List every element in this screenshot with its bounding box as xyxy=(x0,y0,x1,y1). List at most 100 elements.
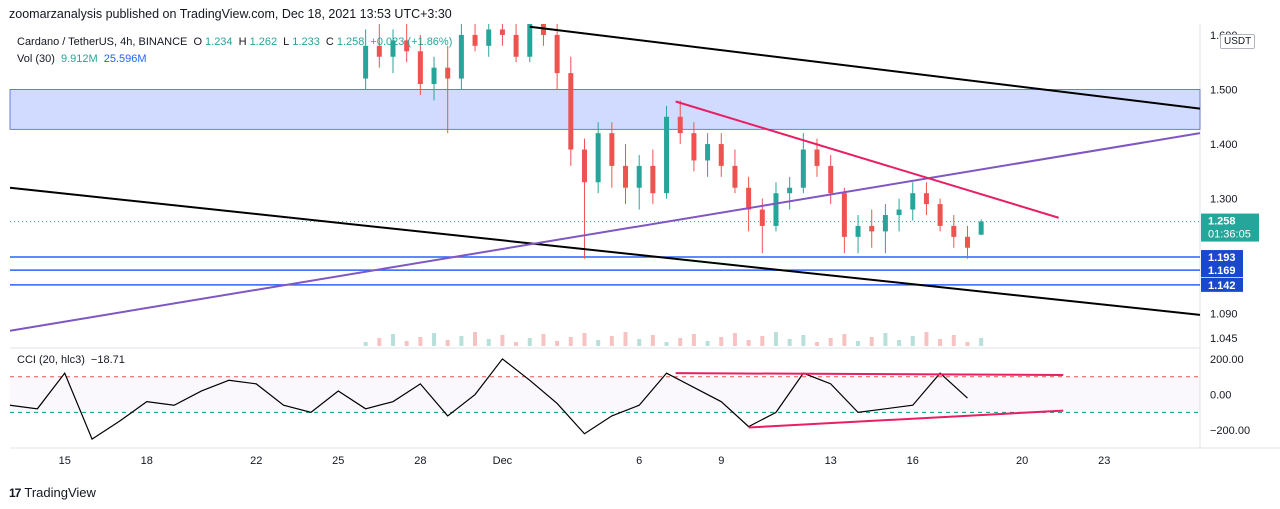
volume-bar xyxy=(979,338,984,346)
candle-body xyxy=(937,204,943,226)
candle-body xyxy=(664,116,670,194)
cci-pane xyxy=(9,358,1200,440)
bar-countdown-label: 01:36:05 xyxy=(1208,229,1251,241)
trendline-purple[interactable] xyxy=(9,132,1201,332)
volume-bar xyxy=(500,335,505,346)
volume-bar xyxy=(883,333,888,346)
time-tick-label: Dec xyxy=(493,455,513,467)
candle-body xyxy=(431,67,437,85)
footer-brand[interactable]: 17 TradingView xyxy=(9,485,96,500)
price-chart-svg[interactable]: 1.1931.1691.1421.6001.5001.4001.3001.090… xyxy=(0,18,1280,484)
time-tick-label: 22 xyxy=(250,455,262,467)
symbol-name[interactable]: Cardano / TetherUS, 4h, BINANCE xyxy=(17,36,188,48)
price-tick-label: 1.400 xyxy=(1210,139,1238,151)
volume-legend: Vol (30) 9.912M 25.596M xyxy=(17,53,150,65)
time-tick-label: 20 xyxy=(1016,455,1028,467)
level-price-tag xyxy=(1201,277,1243,292)
candle-body xyxy=(623,165,629,188)
trendline-black-upper[interactable] xyxy=(529,25,1201,110)
volume-bar xyxy=(869,337,874,346)
cci-band xyxy=(10,376,1200,413)
last-price-label: 1.258 xyxy=(1208,216,1236,228)
open-value: 1.234 xyxy=(205,36,233,48)
volume-bar xyxy=(842,334,847,346)
volume-bar xyxy=(418,337,423,346)
volume-bar xyxy=(773,332,778,346)
candle-body xyxy=(677,116,683,134)
cci-divergence-line[interactable] xyxy=(675,372,1064,376)
volume-bar xyxy=(514,342,519,346)
time-tick-label: 15 xyxy=(59,455,71,467)
level-price-tag xyxy=(1201,263,1243,278)
candle-body xyxy=(828,165,834,194)
volume-value: 9.912M xyxy=(60,53,98,65)
time-tick-label: 6 xyxy=(636,455,642,467)
tradingview-logo-icon: 17 xyxy=(9,485,21,500)
candle-body xyxy=(390,40,396,57)
candle-body xyxy=(705,144,711,161)
volume-bar xyxy=(404,341,409,346)
cci-divergence-line[interactable] xyxy=(748,409,1064,429)
time-tick-label: 18 xyxy=(141,455,153,467)
time-tick-label: 23 xyxy=(1098,455,1110,467)
level-price-label: 1.193 xyxy=(1208,252,1236,264)
candle-body xyxy=(554,34,560,74)
volume-bar xyxy=(815,342,820,346)
time-axis[interactable]: 15 18 22 25 28 Dec 6 9 13 16 20 23 xyxy=(59,455,1111,467)
cci-legend: CCI (20, hlc3) −18.71 xyxy=(17,354,128,366)
candle-body xyxy=(417,51,423,85)
candle-body xyxy=(527,24,533,57)
cci-line xyxy=(9,358,968,440)
trendline-pink[interactable] xyxy=(675,100,1059,219)
candle-body xyxy=(800,149,806,188)
candles xyxy=(363,18,984,259)
close-label: C xyxy=(325,36,334,48)
trendline-black-lower[interactable] xyxy=(9,186,1201,316)
volume-bar xyxy=(390,334,395,346)
volume-bar xyxy=(678,338,683,346)
volume-bar xyxy=(473,332,478,346)
cci-tick-label: 200.00 xyxy=(1210,354,1244,366)
supply-zone-rect[interactable] xyxy=(9,89,1201,130)
volume-label[interactable]: Vol (30) xyxy=(17,53,55,65)
horizontal-levels xyxy=(10,221,1200,286)
chart-area[interactable]: 1.1931.1691.1421.6001.5001.4001.3001.090… xyxy=(0,18,1280,484)
price-tick-label: 1.090 xyxy=(1210,308,1238,320)
candle-body xyxy=(595,133,601,183)
candle-body xyxy=(581,149,587,183)
volume-bar xyxy=(664,342,669,346)
volume-bars xyxy=(363,332,984,346)
volume-bar xyxy=(787,339,792,346)
volume-bar xyxy=(568,337,573,346)
trendlines[interactable] xyxy=(9,25,1201,332)
candle-body xyxy=(472,34,478,46)
time-tick-label: 16 xyxy=(907,455,919,467)
open-label: O xyxy=(193,36,203,48)
candle-body xyxy=(445,67,451,79)
candle-body xyxy=(896,209,902,216)
volume-bar xyxy=(691,334,696,346)
volume-bar xyxy=(746,340,751,346)
cci-value: −18.71 xyxy=(90,354,125,366)
volume-bar xyxy=(637,339,642,346)
volume-bar xyxy=(760,336,765,346)
volume-bar xyxy=(732,333,737,346)
volume-bar xyxy=(609,336,614,346)
level-price-label: 1.142 xyxy=(1208,280,1236,292)
cci-label[interactable]: CCI (20, hlc3) xyxy=(17,354,85,366)
price-axis[interactable]: 1.1931.1691.1421.6001.5001.4001.3001.090… xyxy=(1201,30,1259,437)
time-tick-label: 9 xyxy=(718,455,724,467)
candle-body xyxy=(978,221,984,235)
candle-body xyxy=(540,24,546,35)
volume-bar xyxy=(527,338,532,346)
volume-bar xyxy=(801,335,806,346)
candle-body xyxy=(964,236,970,248)
candle-body xyxy=(814,149,820,166)
time-tick-label: 13 xyxy=(825,455,837,467)
symbol-legend: Cardano / TetherUS, 4h, BINANCE O 1.234 H… xyxy=(17,36,455,48)
candle-body xyxy=(636,165,642,188)
volume-ma-value: 25.596M xyxy=(103,53,147,65)
candle-body xyxy=(499,29,505,35)
candle-body xyxy=(513,34,519,57)
currency-badge[interactable]: USDT xyxy=(1220,34,1256,49)
